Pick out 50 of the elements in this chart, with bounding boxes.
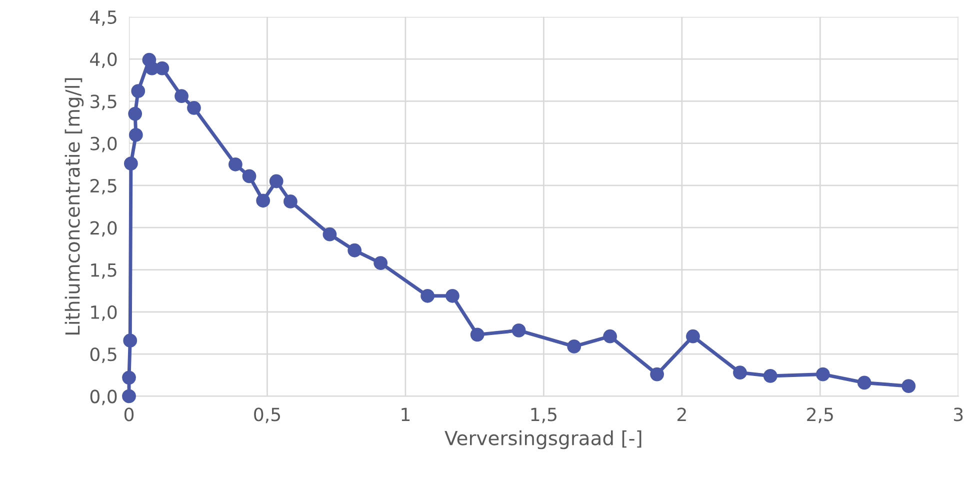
point — [155, 61, 170, 76]
y-tick-label: 4,5 — [90, 10, 116, 26]
point — [122, 370, 136, 385]
y-tick-label: 0,0 — [90, 390, 117, 406]
point — [470, 328, 484, 342]
x-tick-label: 0,5 — [254, 408, 280, 424]
x-tick-label: 2,5 — [807, 408, 833, 424]
point — [269, 174, 284, 188]
point — [733, 366, 747, 380]
point — [763, 369, 778, 383]
y-tick-label: 2,0 — [90, 221, 117, 237]
x-tick-label: 0 — [124, 408, 134, 422]
point — [174, 89, 188, 104]
point — [131, 84, 146, 98]
point — [128, 106, 142, 121]
y-tick-label: 0,5 — [90, 348, 116, 364]
point — [123, 334, 138, 348]
y-tick-label: 3,5 — [90, 94, 116, 110]
point — [122, 389, 136, 404]
point — [446, 288, 460, 303]
point — [256, 194, 270, 208]
point — [284, 194, 298, 208]
y-tick-label: 1,5 — [91, 263, 116, 279]
x-tick-label: 3 — [954, 408, 963, 422]
y-tick-label: 4,0 — [90, 52, 117, 68]
x-axis-title: Verversingsgraad [-] — [444, 430, 642, 450]
point — [567, 340, 582, 354]
point — [512, 324, 526, 338]
x-tick-label: 1,5 — [531, 408, 556, 424]
point — [322, 227, 337, 242]
y-tick-label: 2,5 — [90, 178, 116, 194]
point — [650, 367, 664, 382]
y-tick-label: 3,0 — [90, 136, 117, 152]
point — [187, 100, 201, 115]
point — [242, 169, 256, 184]
point — [686, 329, 700, 344]
y-axis-title: Lithiumconcentratie [mg/l] — [64, 78, 84, 335]
point — [348, 243, 362, 258]
point — [420, 288, 435, 303]
point — [228, 157, 242, 172]
point — [374, 256, 388, 270]
point — [603, 329, 617, 344]
x-tick-label: 1 — [402, 408, 410, 422]
point — [902, 379, 916, 394]
point — [124, 156, 138, 170]
x-tick-label: 2 — [677, 408, 686, 422]
point — [128, 128, 143, 142]
point — [816, 367, 830, 382]
point — [857, 376, 872, 390]
y-tick-label: 1,0 — [91, 305, 117, 321]
